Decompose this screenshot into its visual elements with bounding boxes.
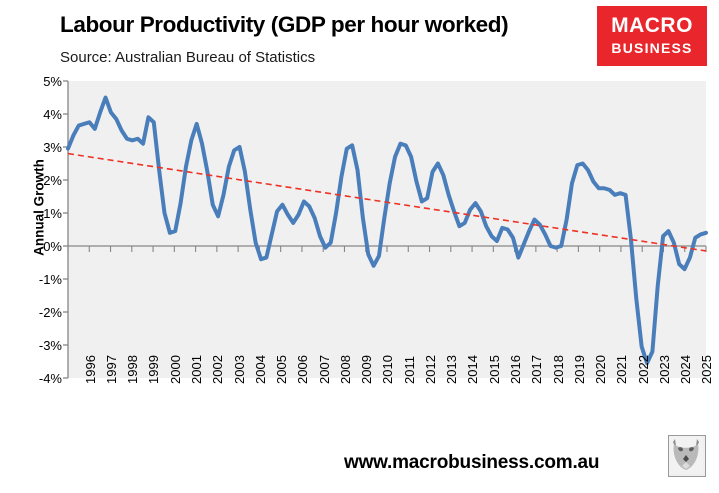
x-axis-tick-label: 2004	[252, 355, 268, 384]
y-axis-tick-label: 2%	[43, 173, 62, 188]
y-axis-tick-label: 4%	[43, 107, 62, 122]
x-axis-tick-label: 2003	[231, 355, 247, 384]
x-axis-tick-label: 2008	[337, 355, 353, 384]
logo-line-business: BUSINESS	[611, 40, 693, 56]
x-axis-tick-label: 2021	[614, 355, 630, 384]
trendline	[67, 152, 707, 252]
x-axis-ticks: 1996 1997 1998 1999 2000 2001 2002 2003 2004 2005…	[82, 355, 715, 384]
x-axis-tick-label: 2024	[678, 355, 694, 384]
x-axis-tick-label: 2001	[188, 355, 204, 384]
website-url[interactable]: www.macrobusiness.com.au	[344, 452, 600, 473]
x-axis-tick-label: 2002	[210, 355, 226, 384]
x-axis-tick-label: 2023	[656, 355, 672, 384]
fox-head-glyph	[669, 436, 703, 474]
y-axis-tick-label: 0%	[43, 239, 62, 254]
x-axis-tick-label: 2010	[380, 355, 396, 384]
x-axis-tick-label: 2014	[465, 355, 481, 384]
x-axis-tick-label: 2009	[359, 355, 375, 384]
x-axis-tick-label: 1998	[125, 355, 141, 384]
y-axis-tick-label: -1%	[38, 272, 62, 287]
x-axis-tick-label: 1996	[82, 355, 98, 384]
y-axis-tick-label: -3%	[38, 338, 62, 353]
x-axis-tick-label: 2020	[593, 355, 609, 384]
x-axis-tick-label: 2022	[635, 355, 651, 384]
x-axis-tick-label: 2005	[274, 355, 290, 384]
x-axis-tick-label: 2018	[550, 355, 566, 384]
x-axis-tick-label: 2000	[167, 355, 183, 384]
y-axis-ticks: 5% 4% 3% 2% 1% 0% -1% -2% -3% -4%	[0, 0, 62, 440]
chart-svg	[63, 80, 708, 379]
chart-container: Annual Growth 5% 4% 3% 2% 1% 0% -1% -2% -3% -4% 1…	[0, 0, 715, 440]
fox-head-icon	[668, 435, 706, 477]
macrobusiness-logo: MACRO BUSINESS	[597, 6, 707, 66]
x-axis-tick-label: 1999	[146, 355, 162, 384]
logo-line-macro: MACRO	[611, 14, 693, 37]
y-axis-tick-label: 1%	[43, 206, 62, 221]
source-caption: Source: Australian Bureau of Statistics	[60, 49, 316, 66]
x-axis-tick-label: 2017	[529, 355, 545, 384]
x-axis-tick-label: 2006	[295, 355, 311, 384]
x-axis-tick-label: 2012	[422, 355, 438, 384]
x-axis-tick-label: 2015	[486, 355, 502, 384]
x-axis-tick-label: 2011	[401, 356, 417, 384]
page-title: Labour Productivity (GDP per hour worked…	[60, 12, 509, 37]
x-axis-tick-label: 2025	[699, 355, 715, 384]
y-axis-tick-label: -4%	[38, 371, 62, 386]
x-axis-tick-label: 2007	[316, 355, 332, 384]
x-axis-tick-label: 2019	[571, 355, 587, 384]
y-axis-tick-label: -2%	[38, 305, 62, 320]
y-axis-tick-label: 3%	[43, 140, 62, 155]
data-line-annual-growth	[66, 95, 708, 366]
y-axis-tick-label: 5%	[43, 74, 62, 89]
x-axis-tick-label: 1997	[103, 355, 119, 384]
x-axis-tick-label: 2013	[444, 355, 460, 384]
x-axis-tick-label: 2016	[507, 355, 523, 384]
